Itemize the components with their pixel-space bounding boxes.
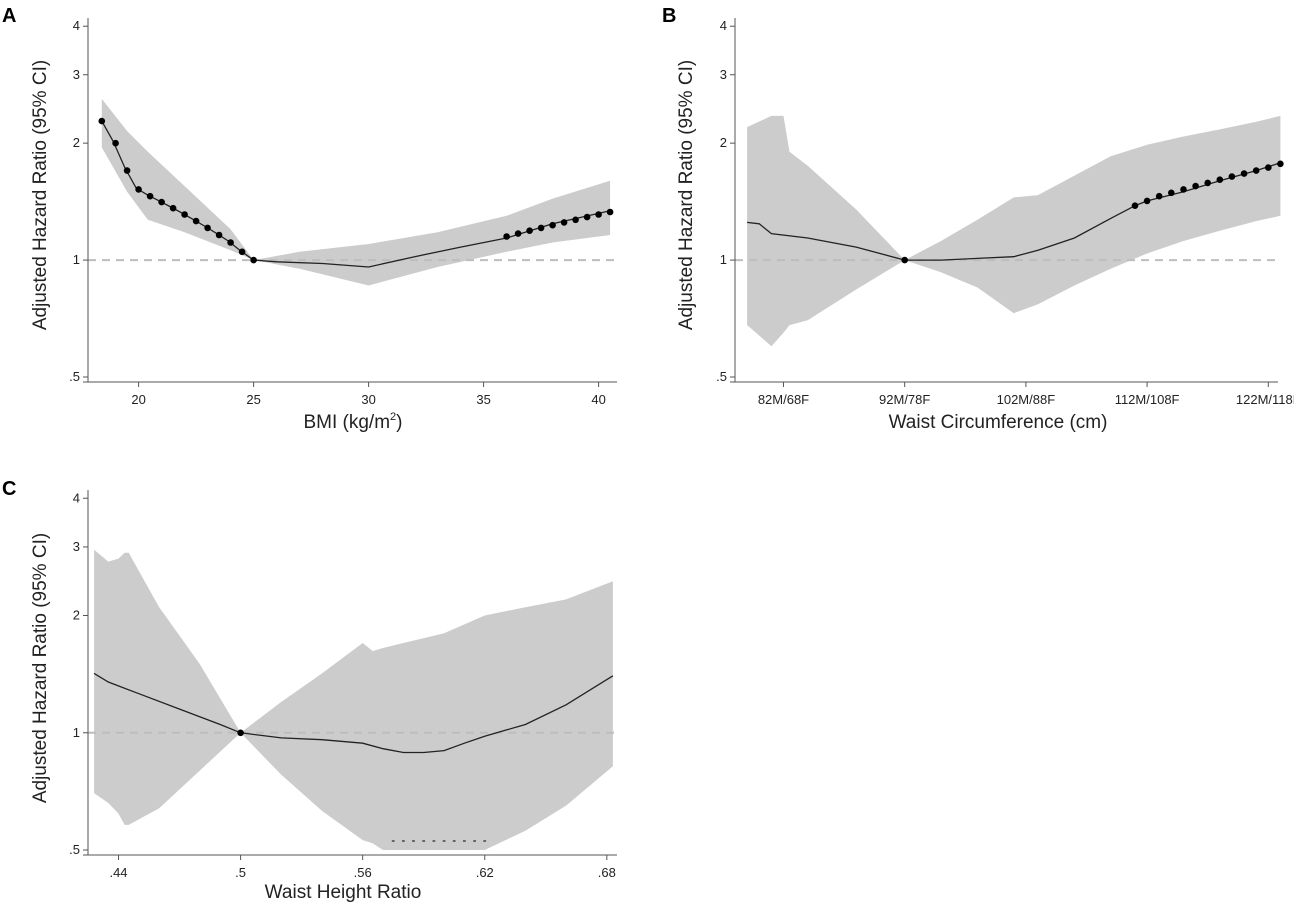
panel-a-x-tick-label: 25 [246, 392, 260, 407]
panel-b-x-tick-label: 102M/88F [997, 392, 1056, 407]
panel-b-significant-point [1168, 189, 1175, 197]
panel-c-x-tick-label: .62 [476, 865, 494, 880]
panel-b-letter: B [662, 5, 676, 27]
panel-c-y-tick-label: 3 [73, 539, 80, 554]
panel-a-significant-point [135, 186, 142, 193]
panel-a-x-tick-label: 40 [591, 392, 605, 407]
panel-a-plot-area: .5 1 2 3 4 20 25 30 35 40 [69, 18, 617, 407]
panel-a-significant-point [204, 224, 211, 232]
panel-a-significant-point [560, 219, 568, 226]
panel-a-y-tick-label: 4 [73, 18, 80, 33]
panel-b-significant-point [1265, 164, 1272, 171]
panel-a-significant-point [503, 233, 510, 240]
panel-b-ci-band [747, 115, 1281, 347]
panel-a-y-tick-label: .5 [69, 369, 80, 384]
panel-b-significant-point [1252, 167, 1260, 174]
panel-a-y-axis-label: Adjusted Hazard Ratio (95% CI) [30, 60, 51, 330]
panel-b-x-tick-label: 112M/108F [1115, 392, 1180, 407]
panel-a-letter: A [2, 5, 16, 27]
panel-a-ci-band [101, 98, 611, 286]
panel-b-significant-point [1216, 176, 1224, 183]
panel-b-y-tick-label: 1 [720, 252, 727, 267]
panel-c-plot-area: .5 1 2 3 4 .44 .5 .56 .62 .68 [69, 490, 617, 880]
panel-a-significant-point [98, 117, 106, 125]
panel-a-significant-point [572, 216, 579, 224]
panel-c-x-tick-label: .56 [354, 865, 372, 880]
panel-c-y-tick-label: 1 [73, 725, 80, 740]
panel-b-x-axis-label: Waist Circumference (cm) [889, 412, 1108, 433]
panel-a-significant-point [583, 213, 591, 221]
panel-a-significant-point [215, 231, 223, 239]
panel-c-x-tick-label: .44 [109, 865, 127, 880]
panel-c-x-tick-label: .5 [235, 865, 246, 880]
panel-a-significant-point [549, 221, 556, 229]
panel-c-estimate-line [93, 672, 614, 754]
panel-a: A Adjusted Hazard Ratio (95% CI) BMI (kg… [2, 5, 617, 433]
panel-c-ci-band [94, 549, 613, 850]
panel-a-x-tick-label: 30 [361, 392, 375, 407]
panel-a-significant-point [537, 224, 545, 232]
panel-a-significant-point [146, 192, 154, 200]
panel-a-significant-point [192, 217, 200, 225]
panel-a-significant-point [526, 227, 533, 234]
panel-a-significant-point [606, 208, 614, 216]
panel-c-y-tick-label: 4 [73, 490, 80, 505]
panel-b-plot-area: .5 1 2 3 4 82M/68F 92M/78F 102M/88F 112M/108F 122… [716, 18, 1294, 407]
panel-b-estimate-line [747, 162, 1281, 261]
panel-b-significant-point [1240, 170, 1248, 177]
panel-b-y-tick-label: .5 [716, 369, 727, 384]
panel-b-y-axis-label: Adjusted Hazard Ratio (95% CI) [676, 60, 697, 330]
panel-c-y-tick-label: .5 [69, 842, 80, 857]
panel-a-x-tick-label: 35 [476, 392, 490, 407]
panel-b-x-tick-label: 92M/78F [879, 392, 930, 407]
panel-b: B Adjusted Hazard Ratio (95% CI) Waist C… [662, 5, 1294, 433]
panel-b-y-tick-label: 3 [720, 67, 727, 82]
panel-b-significant-point [1155, 192, 1163, 200]
panel-b-significant-point [1131, 202, 1139, 209]
panel-b-significant-point [1143, 197, 1151, 205]
panel-a-significant-point [250, 256, 257, 264]
panel-a-significant-point [514, 230, 522, 237]
panel-b-y-tick-label: 4 [720, 18, 727, 33]
panel-a-y-tick-label: 3 [73, 67, 80, 82]
panel-a-significant-point [112, 139, 119, 147]
panel-c-y-axis-label: Adjusted Hazard Ratio (95% CI) [30, 533, 51, 803]
panel-a-estimate-line [101, 120, 611, 268]
panel-a-significant-point [169, 204, 177, 212]
panel-a-x-tick-label: 20 [131, 392, 145, 407]
panel-b-x-tick-label: 82M/68F [758, 392, 809, 407]
panel-a-significant-point [227, 239, 234, 246]
panel-b-significant-point [1228, 173, 1236, 180]
panel-b-y-tick-label: 2 [720, 135, 727, 150]
panel-c-letter: C [2, 478, 16, 500]
panel-a-y-tick-label: 1 [73, 252, 80, 267]
panel-a-y-tick-label: 2 [73, 135, 80, 150]
panel-b-significant-point [1180, 186, 1187, 193]
panel-a-significant-point [595, 211, 602, 218]
panel-a-significant-point [123, 167, 131, 174]
panel-b-significant-point [1204, 179, 1211, 187]
panel-b-significant-point [901, 256, 908, 264]
panel-c-y-tick-label: 2 [73, 608, 80, 623]
panel-a-significant-point [181, 211, 188, 218]
panel-a-significant-point [158, 198, 165, 206]
panel-b-significant-point [1277, 160, 1284, 168]
panel-b-x-tick-label: 122M/118F [1236, 392, 1294, 407]
panel-c-x-axis-label: Waist Height Ratio [265, 882, 422, 903]
panel-c-significant-point [237, 729, 244, 737]
panel-c: C Adjusted Hazard Ratio (95% CI) Waist H… [2, 478, 617, 903]
panel-a-significant-point [238, 248, 246, 256]
panel-c-x-tick-label: .68 [598, 865, 616, 880]
panel-a-x-axis-label: BMI (kg/m2) [303, 411, 402, 433]
panel-b-significant-point [1192, 182, 1199, 190]
